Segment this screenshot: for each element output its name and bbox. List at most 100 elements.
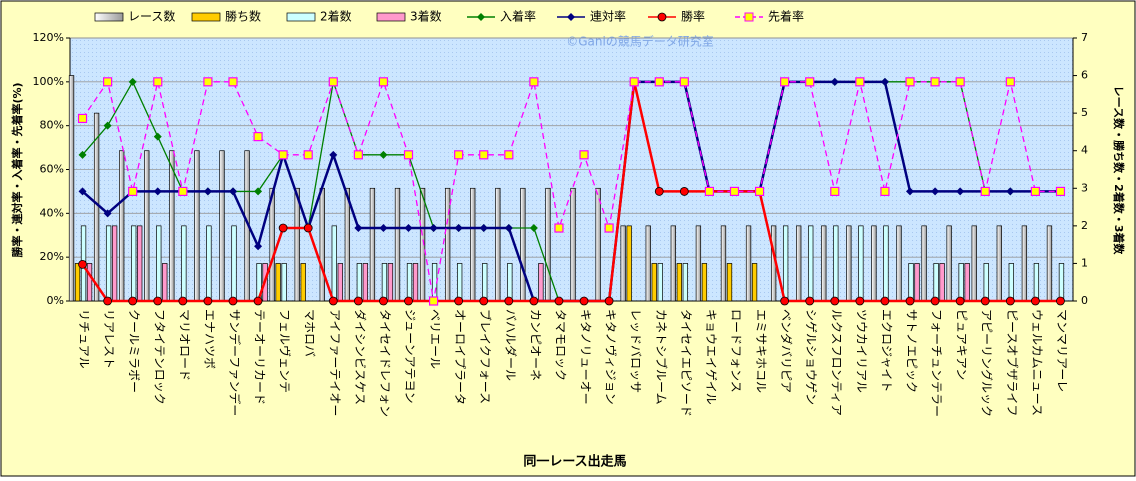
- bar: [381, 263, 388, 302]
- bar: [68, 75, 75, 302]
- x-tick-label: エミサキホコル: [754, 309, 768, 393]
- marker: [178, 296, 188, 306]
- marker: [228, 187, 237, 196]
- legend-label: 3着数: [410, 9, 442, 24]
- bar: [144, 150, 150, 302]
- y-tick-label: 20%: [40, 250, 64, 263]
- bar: [169, 150, 175, 302]
- bar: [394, 187, 401, 302]
- marker: [930, 296, 940, 306]
- x-tick-label: アピーリングルック: [980, 309, 994, 417]
- x-tick-label: ダイシンビスケス: [353, 309, 368, 405]
- marker: [830, 296, 840, 306]
- x-tick-label: ベリエール: [428, 309, 442, 369]
- annotation: ©Ganiの競馬データ研究室: [566, 34, 714, 49]
- marker: [880, 296, 890, 306]
- marker: [378, 77, 389, 87]
- marker: [1030, 296, 1040, 306]
- marker: [855, 296, 865, 306]
- legend-marker: [744, 12, 754, 22]
- bar: [162, 263, 168, 302]
- marker: [353, 296, 363, 306]
- y2-tick-label: 2: [1081, 219, 1088, 232]
- marker: [78, 259, 87, 269]
- x-tick-label: サンデーファンデー: [227, 309, 242, 416]
- bar: [520, 187, 526, 302]
- x-tick-label: マリオロード: [177, 309, 191, 381]
- marker: [403, 150, 414, 160]
- marker: [579, 296, 589, 306]
- marker: [905, 296, 915, 306]
- marker: [1005, 77, 1015, 87]
- x-tick-label: タイセイエピソード: [679, 309, 693, 417]
- x-tick-label: ルクスフロンティア: [829, 309, 843, 416]
- marker: [1055, 186, 1066, 197]
- bar: [156, 225, 162, 302]
- legend-label: 先着率: [768, 9, 804, 24]
- bar: [958, 263, 964, 302]
- bar: [946, 225, 952, 302]
- marker: [906, 187, 915, 196]
- bar: [369, 187, 376, 302]
- x-tick-label: オーロイプラータ: [453, 309, 467, 405]
- y2-tick-label: 3: [1081, 181, 1088, 194]
- x-tick-label: クールミラボー: [127, 309, 141, 393]
- y2-axis-title: レース数・勝ち数・2着数・3着数: [1112, 86, 1126, 256]
- marker: [604, 223, 614, 233]
- bar: [137, 225, 143, 302]
- x-tick-label: サトノエピック: [905, 309, 919, 393]
- marker: [780, 296, 790, 306]
- y-tick-label: 80%: [40, 119, 64, 132]
- marker: [128, 186, 138, 197]
- marker: [303, 223, 313, 233]
- legend-label: 2着数: [320, 9, 352, 24]
- marker: [579, 150, 589, 160]
- bar: [670, 225, 676, 302]
- marker: [429, 224, 438, 233]
- line: [81, 81, 1061, 303]
- x-tick-label: ツウカイリアル: [854, 309, 868, 393]
- x-tick-label: ブレイクフォース: [478, 309, 493, 404]
- marker: [278, 223, 288, 233]
- legend-label: 連対率: [590, 9, 626, 24]
- legend-marker: [477, 13, 485, 21]
- x-tick-label: リアレスト: [102, 309, 116, 369]
- marker: [980, 186, 990, 197]
- marker: [504, 296, 514, 306]
- marker: [554, 223, 564, 233]
- marker: [754, 186, 765, 197]
- bar: [344, 187, 351, 302]
- legend-swatch: [376, 12, 406, 22]
- x-tick-label: フェルヴェンテ: [278, 309, 293, 393]
- marker: [504, 150, 514, 160]
- marker: [529, 296, 539, 306]
- bar: [275, 263, 281, 302]
- marker: [203, 296, 213, 306]
- marker: [479, 150, 489, 160]
- marker: [956, 187, 965, 196]
- bar: [921, 225, 927, 302]
- bar: [964, 263, 970, 302]
- marker: [329, 150, 338, 159]
- y-tick-label: 100%: [33, 75, 64, 88]
- marker: [203, 77, 213, 87]
- marker: [328, 77, 338, 87]
- y-tick-label: 40%: [40, 206, 64, 219]
- bar: [939, 263, 945, 302]
- bar: [751, 263, 758, 302]
- marker: [428, 296, 439, 306]
- marker: [128, 296, 138, 306]
- bar: [507, 263, 513, 302]
- bar: [337, 263, 343, 302]
- bar: [846, 225, 852, 302]
- x-tick-label: フォーチュンテラー: [930, 309, 944, 417]
- bar: [362, 263, 369, 302]
- bar: [657, 263, 663, 302]
- marker: [353, 150, 363, 160]
- line: [82, 79, 1061, 302]
- marker: [629, 77, 639, 87]
- bar: [620, 225, 626, 302]
- marker: [128, 77, 137, 86]
- bar: [356, 263, 363, 302]
- x-tick-label: カネトシブルーム: [654, 309, 669, 405]
